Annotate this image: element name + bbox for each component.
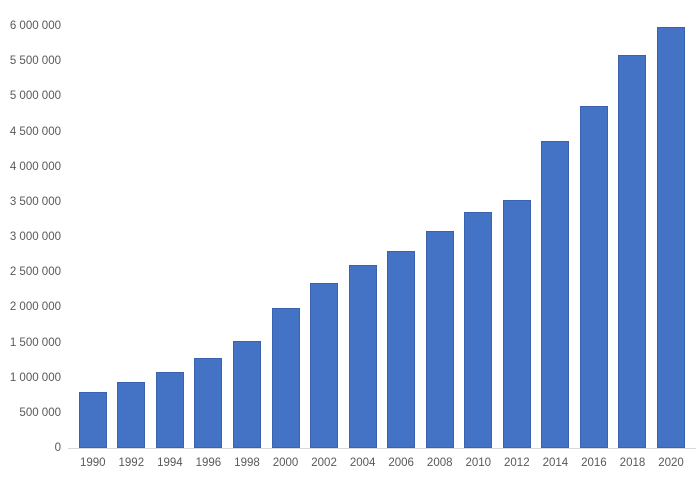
x-tick-label: 2000	[272, 457, 299, 469]
y-tick-label: 0	[54, 442, 61, 454]
y-tick-label: 2 500 000	[9, 266, 61, 279]
x-tick-label: 2006	[388, 457, 414, 469]
x-axis-line	[68, 448, 696, 449]
y-tick-label: 1 500 000	[9, 336, 61, 349]
bar-2008	[425, 231, 454, 448]
bar-2006	[387, 251, 416, 448]
y-tick-label: 1 000 000	[9, 371, 61, 384]
bar-2016	[579, 106, 608, 448]
x-tick-label: 2004	[349, 457, 376, 469]
bar-2012	[502, 200, 531, 448]
y-tick-label: 500 000	[19, 406, 61, 419]
y-tick-label: 4 500 000	[9, 125, 61, 138]
x-tick-label: 2008	[426, 457, 453, 469]
bar-1992	[117, 381, 146, 448]
bar-2010	[464, 212, 493, 448]
bar-1996	[194, 357, 223, 448]
bar-1994	[155, 372, 184, 448]
x-tick-label: 2018	[619, 457, 646, 469]
x-tick-label: 2012	[504, 457, 530, 469]
x-tick-label: 1992	[118, 457, 145, 469]
x-tick-label: 2010	[465, 457, 492, 469]
y-tick-label: 2 000 000	[9, 301, 61, 314]
x-tick-label: 1996	[195, 457, 222, 469]
y-tick-label: 3 500 000	[9, 195, 61, 208]
x-tick-label: 1994	[157, 457, 183, 469]
y-tick-label: 3 000 000	[9, 231, 61, 243]
bar-1998	[232, 341, 261, 448]
bar-2018	[618, 54, 647, 448]
bar-1990	[78, 392, 107, 448]
y-tick-label: 6 000 000	[9, 20, 61, 32]
bar-2014	[541, 141, 570, 448]
x-tick-label: 2014	[542, 457, 569, 469]
bar-2002	[310, 283, 339, 448]
y-tick-label: 5 000 000	[9, 90, 61, 103]
bar-2000	[271, 308, 300, 448]
x-tick-label: 2002	[311, 457, 337, 469]
bar-2004	[348, 265, 377, 448]
x-tick-label: 1998	[234, 457, 260, 469]
bar-2020	[657, 26, 686, 448]
x-tick-label: 2020	[658, 457, 684, 469]
y-tick-label: 5 500 000	[9, 55, 61, 68]
x-tick-label: 2016	[581, 457, 607, 469]
y-tick-label: 4 000 000	[9, 160, 61, 173]
x-tick-label: 1990	[79, 457, 106, 469]
